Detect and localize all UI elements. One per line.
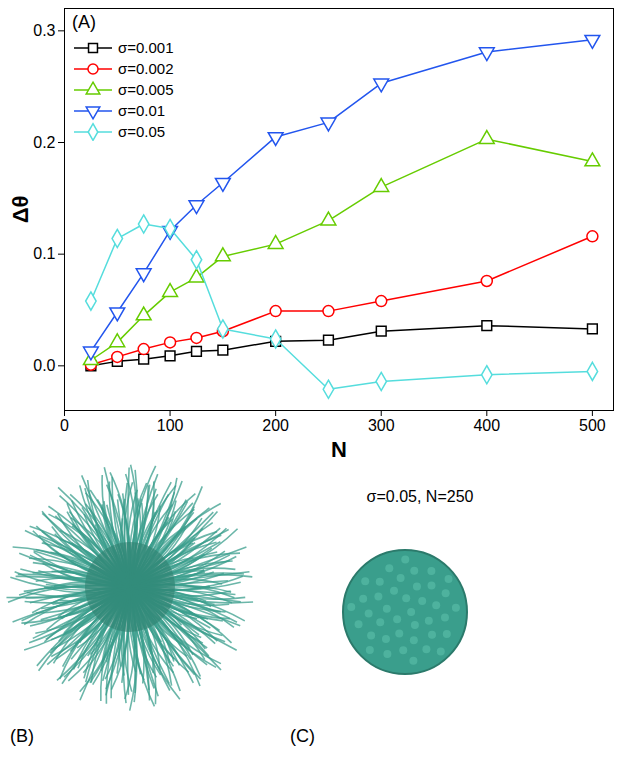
svg-text:0.2: 0.2 bbox=[33, 134, 55, 151]
svg-text:300: 300 bbox=[368, 417, 395, 434]
svg-text:(C): (C) bbox=[290, 726, 315, 746]
svg-text:N: N bbox=[331, 437, 347, 462]
svg-text:σ=0.05: σ=0.05 bbox=[118, 123, 165, 140]
svg-text:σ=0.002: σ=0.002 bbox=[118, 60, 174, 77]
svg-text:500: 500 bbox=[579, 417, 606, 434]
svg-text:σ=0.01: σ=0.01 bbox=[118, 102, 165, 119]
svg-text:400: 400 bbox=[473, 417, 500, 434]
svg-text:0.3: 0.3 bbox=[33, 22, 55, 39]
svg-text:0: 0 bbox=[60, 417, 69, 434]
svg-text:0.1: 0.1 bbox=[33, 245, 55, 262]
svg-text:σ=0.05, N=250: σ=0.05, N=250 bbox=[367, 488, 474, 505]
svg-text:Δθ: Δθ bbox=[8, 196, 33, 224]
svg-text:0.0: 0.0 bbox=[33, 357, 55, 374]
svg-text:σ=0.005: σ=0.005 bbox=[118, 81, 174, 98]
svg-text:(B): (B) bbox=[10, 726, 34, 746]
svg-text:100: 100 bbox=[157, 417, 184, 434]
svg-text:200: 200 bbox=[262, 417, 289, 434]
svg-text:σ=0.001: σ=0.001 bbox=[118, 39, 174, 56]
svg-text:(A): (A) bbox=[72, 12, 96, 32]
